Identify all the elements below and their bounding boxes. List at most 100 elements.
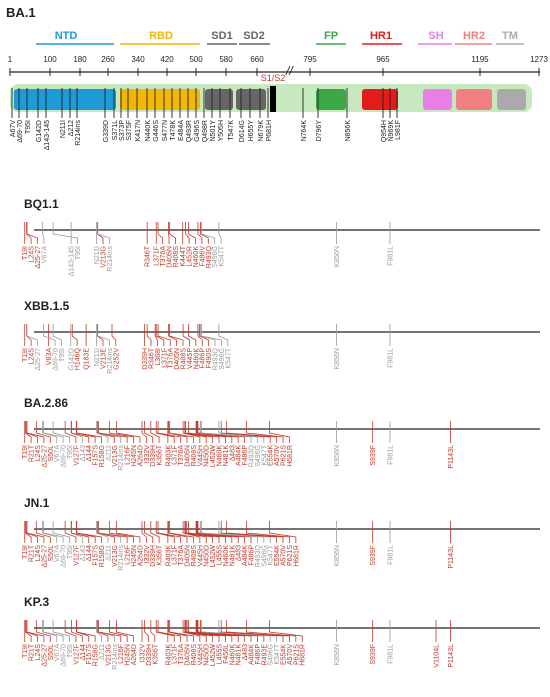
mutation-label: H681R	[293, 545, 300, 567]
ba1-mutation-label: G496S	[194, 120, 201, 142]
mutation-connector	[219, 324, 228, 346]
ba1-mutation-label: G446S	[153, 120, 160, 142]
ruler-tick-label: 180	[73, 55, 87, 64]
cleavage-site-label: S1/S2	[261, 73, 286, 83]
mutation-label: P1143L	[448, 545, 455, 569]
domain-label: SH	[428, 30, 443, 42]
domain-label: SD1	[211, 30, 232, 42]
ba1-mutation-label: S371L	[112, 120, 119, 140]
mutation-connector	[109, 521, 133, 543]
mutation-connector	[97, 421, 114, 443]
domain-label: SD2	[243, 30, 264, 42]
ba1-mutation-label: L981F	[395, 120, 402, 140]
mutation-label: F981L	[387, 445, 394, 465]
ruler-tick-label: 795	[303, 55, 317, 64]
mutation-connector	[53, 521, 69, 543]
mutation-label: F981L	[387, 545, 394, 565]
mutation-label: R214ins	[107, 246, 114, 272]
mutation-connector	[142, 421, 146, 443]
mutation-connector	[221, 421, 270, 443]
ba1-mutation-label: E484A	[178, 120, 185, 141]
mutation-connector	[27, 620, 44, 642]
domain-box	[14, 89, 116, 110]
ba1-mutation-label: T547K	[228, 120, 235, 141]
mutation-connector	[53, 222, 77, 244]
mutation-connector	[246, 620, 295, 642]
mutation-connector	[186, 521, 213, 543]
mutation-label: K856N	[334, 644, 341, 665]
mutation-label: K356T	[152, 643, 159, 664]
mutation-label: F981L	[387, 246, 394, 266]
mutation-label: H146Q	[75, 347, 82, 370]
domain-box	[423, 89, 452, 110]
mutation-connector	[170, 521, 194, 543]
mutation-label: Δ25-27	[35, 348, 42, 371]
ruler-tick-label: 100	[43, 55, 57, 64]
mutation-connector	[170, 620, 194, 642]
mutation-connector	[145, 421, 153, 443]
mutation-connector	[53, 324, 61, 346]
mutation-connector	[142, 521, 146, 543]
mutation-connector	[72, 421, 89, 443]
ba1-mutation-label: Q954H	[381, 120, 388, 142]
mutation-label: S939F	[370, 445, 377, 466]
mutation-connector	[65, 421, 76, 443]
ruler-tick-label: 965	[376, 55, 390, 64]
mutation-connector	[221, 521, 276, 543]
ba1-mutation-label: N764K	[301, 120, 308, 142]
domain-label: NTD	[55, 30, 78, 42]
ba1-mutation-label: H655Y	[248, 120, 255, 142]
mutation-label: K856N	[334, 545, 341, 566]
mutation-connector	[170, 222, 176, 244]
mutation-connector	[109, 620, 127, 642]
variant-title: JN.1	[24, 496, 50, 510]
mutation-connector	[200, 521, 257, 543]
mutation-connector	[202, 421, 258, 443]
ba1-mutation-label: T95I	[25, 120, 32, 134]
mutation-connector	[145, 620, 149, 642]
mutation-label: H681R	[300, 644, 307, 666]
mutation-label: S939F	[370, 644, 377, 665]
ruler-tick-label: 260	[101, 55, 115, 64]
ba1-mutation-label: N211I	[60, 120, 67, 138]
mutation-connector	[112, 324, 116, 346]
mutation-connector	[169, 620, 187, 642]
ruler-tick-label: 1195	[471, 55, 489, 64]
ba1-mutation-label: S373P	[119, 120, 126, 141]
mutation-connector	[189, 521, 226, 543]
ba1-mutation-label: Δ69-70	[17, 120, 24, 143]
mutation-connector	[27, 421, 44, 443]
mutation-connector	[219, 620, 277, 642]
mutation-connector	[98, 620, 115, 642]
mutation-connector	[43, 222, 44, 244]
mutation-connector	[53, 421, 69, 443]
mutation-label: F981L	[387, 644, 394, 664]
ba1-mutation-label: N501Y	[210, 120, 217, 142]
domain-label: HR2	[463, 30, 485, 42]
mutation-label: K547T	[219, 245, 226, 266]
mutation-connector	[53, 620, 69, 642]
mutation-connector	[65, 620, 76, 642]
mutation-connector	[219, 222, 221, 244]
mutation-connector	[145, 521, 153, 543]
domain-box	[362, 89, 398, 110]
mutation-connector	[187, 620, 219, 642]
mutation-connector	[43, 620, 57, 642]
mutation-connector	[227, 620, 290, 642]
mutation-label: S939F	[370, 545, 377, 566]
mutation-connector	[43, 521, 57, 543]
variant-title: XBB.1.5	[24, 299, 70, 313]
domain-box	[456, 89, 492, 110]
mutation-connector	[246, 421, 283, 443]
domain-label: TM	[502, 30, 518, 42]
mutation-connector	[170, 421, 194, 443]
mutation-label: Q183E	[84, 348, 91, 370]
mutation-connector	[221, 620, 283, 642]
mutation-connector	[185, 620, 206, 642]
ba1-mutation-label: N856K	[345, 120, 352, 142]
ba1-mutation-label: G142D	[36, 120, 43, 142]
